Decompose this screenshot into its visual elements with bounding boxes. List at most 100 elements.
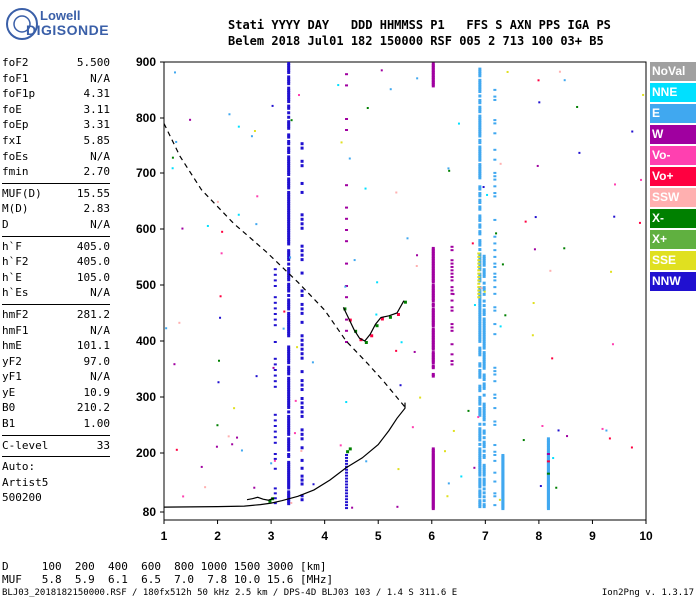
param-value: N/A	[90, 370, 110, 384]
echo-mark	[478, 411, 482, 415]
param-key: h`F2	[2, 255, 29, 269]
echo-mark	[431, 251, 435, 255]
echo-mark	[482, 465, 486, 469]
echo-mark	[413, 350, 416, 353]
echo-mark	[431, 285, 435, 289]
echo-mark	[478, 121, 482, 125]
echo-mark	[478, 232, 482, 236]
echo-mark	[493, 122, 497, 125]
echo-mark	[482, 377, 486, 381]
echo-mark	[218, 359, 221, 362]
echo-mark	[431, 277, 435, 281]
echo-mark	[531, 334, 534, 337]
echo-mark	[287, 462, 291, 466]
echo-mark	[359, 338, 363, 342]
echo-mark	[477, 289, 481, 292]
echo-mark	[431, 82, 435, 86]
echo-mark	[452, 293, 455, 296]
echo-mark	[478, 451, 482, 455]
echo-mark	[478, 165, 482, 169]
echo-mark	[300, 271, 304, 275]
echo-mark	[345, 401, 348, 404]
echo-mark	[287, 320, 291, 324]
echo-mark	[287, 253, 291, 257]
echo-mark	[171, 156, 174, 159]
echo-mark	[287, 392, 291, 396]
echo-mark	[478, 407, 482, 411]
echo-mark	[415, 264, 418, 267]
echo-mark	[610, 270, 613, 273]
echo-mark	[478, 491, 482, 495]
echo-mark	[287, 500, 291, 504]
echo-mark	[482, 357, 486, 361]
echo-mark	[287, 448, 291, 452]
echo-mark	[478, 473, 482, 477]
echo-mark	[546, 440, 550, 444]
echo-mark	[345, 477, 349, 480]
echo-mark	[478, 163, 482, 167]
echo-mark	[482, 353, 486, 357]
echo-mark	[215, 445, 218, 448]
echo-mark	[431, 341, 435, 344]
param-value: 2.83	[83, 202, 111, 216]
echo-mark	[478, 489, 482, 493]
echo-mark	[217, 381, 220, 384]
echo-mark	[482, 495, 486, 499]
echo-mark	[493, 306, 497, 309]
param-row: foF1p 4.31	[2, 87, 110, 103]
echo-mark	[450, 262, 454, 265]
echo-mark	[478, 145, 482, 149]
echo-mark	[431, 293, 435, 297]
echo-mark	[478, 461, 482, 465]
echo-mark	[546, 472, 550, 475]
echo-mark	[482, 418, 486, 422]
echo-mark	[478, 132, 482, 136]
echo-mark	[287, 249, 291, 253]
echo-mark	[478, 389, 482, 393]
echo-mark	[450, 306, 454, 309]
echo-mark	[431, 64, 435, 68]
echo-mark	[388, 315, 392, 319]
echo-mark	[375, 324, 379, 328]
y-tick-label: 200	[136, 446, 156, 460]
echo-mark	[478, 248, 482, 252]
echo-mark	[273, 313, 277, 315]
echo-mark	[287, 208, 291, 212]
echo-mark	[287, 142, 291, 146]
echo-mark	[478, 483, 482, 487]
x-tick-label: 6	[428, 529, 435, 543]
param-row: fmin 2.70	[2, 165, 110, 181]
echo-mark	[287, 193, 291, 197]
file-info: BLJ03_2018182150000.RSF / 180fx512h 50 k…	[2, 588, 458, 598]
echo-mark	[450, 259, 454, 262]
echo-mark	[478, 83, 482, 87]
echo-mark	[287, 88, 291, 92]
echo-mark	[287, 115, 291, 119]
echo-mark	[431, 248, 435, 252]
echo-mark	[482, 360, 486, 364]
echo-mark	[287, 157, 291, 161]
echo-mark	[482, 326, 486, 330]
echo-mark	[551, 357, 554, 360]
echo-mark	[478, 167, 482, 171]
echo-mark	[478, 74, 482, 78]
echo-mark	[300, 164, 304, 168]
echo-mark	[477, 416, 480, 419]
echo-mark	[478, 409, 482, 413]
echo-mark	[450, 279, 454, 282]
echo-mark	[478, 174, 482, 178]
echo-mark	[300, 432, 304, 436]
echo-mark	[287, 323, 291, 327]
echo-mark	[493, 459, 497, 462]
echo-mark	[482, 351, 486, 355]
param-row: yF2 97.0	[2, 355, 110, 371]
echo-mark	[539, 485, 542, 488]
echo-mark	[493, 195, 497, 198]
echo-mark	[478, 453, 482, 457]
echo-mark	[482, 268, 486, 272]
param-key: foF2	[2, 56, 29, 69]
echo-mark	[300, 466, 304, 470]
echo-mark	[477, 286, 481, 289]
echo-mark	[431, 342, 435, 346]
echo-mark	[478, 315, 482, 319]
